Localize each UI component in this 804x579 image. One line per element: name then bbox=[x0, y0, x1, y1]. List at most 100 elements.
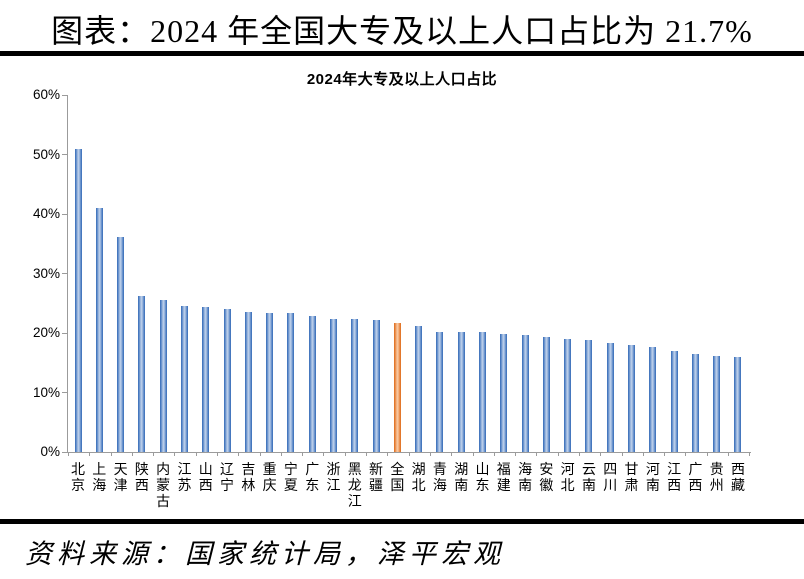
bar bbox=[649, 346, 657, 452]
x-axis-label: 广西 bbox=[688, 461, 703, 494]
bar bbox=[415, 325, 423, 452]
x-axis-tick bbox=[642, 452, 644, 456]
x-axis-label: 山东 bbox=[475, 461, 490, 494]
x-axis-tick bbox=[387, 452, 389, 456]
x-axis-tick bbox=[664, 452, 666, 456]
bottom-divider-rule bbox=[0, 519, 804, 524]
bar bbox=[734, 356, 742, 452]
x-axis-tick bbox=[749, 452, 751, 456]
x-axis-label: 海南 bbox=[518, 461, 533, 494]
x-axis-tick bbox=[110, 452, 112, 456]
bar bbox=[159, 299, 167, 452]
x-axis-tick bbox=[408, 452, 410, 456]
bar bbox=[74, 148, 82, 452]
x-axis-tick bbox=[493, 452, 495, 456]
x-axis-tick bbox=[578, 452, 580, 456]
bar-national-highlight bbox=[393, 322, 401, 452]
bar bbox=[266, 312, 274, 452]
x-axis-tick bbox=[153, 452, 155, 456]
page-title: 图表：2024 年全国大专及以上人口占比为 21.7% bbox=[51, 13, 753, 49]
bar bbox=[372, 319, 380, 452]
bar bbox=[138, 296, 146, 452]
x-axis-tick bbox=[131, 452, 133, 456]
x-axis-label: 江西 bbox=[667, 461, 682, 494]
y-axis-label: 50% bbox=[32, 146, 60, 162]
y-axis-label: 40% bbox=[32, 206, 60, 221]
x-axis-label: 湖南 bbox=[454, 461, 469, 494]
x-axis-tick bbox=[238, 452, 240, 456]
x-axis-label: 天津 bbox=[113, 461, 128, 494]
x-axis-label: 湖北 bbox=[411, 461, 426, 494]
x-axis-label: 浙江 bbox=[326, 461, 341, 494]
bar bbox=[500, 334, 508, 452]
x-axis-label: 四川 bbox=[603, 461, 618, 494]
x-axis-tick bbox=[302, 452, 304, 456]
x-axis-tick bbox=[515, 452, 517, 456]
x-axis-label: 重庆 bbox=[262, 461, 277, 494]
x-axis-label: 宁夏 bbox=[283, 461, 298, 494]
x-axis-label: 山西 bbox=[198, 461, 213, 494]
x-axis-label: 上海 bbox=[92, 461, 107, 494]
x-axis-label: 内蒙古 bbox=[156, 461, 171, 510]
x-axis-tick bbox=[323, 452, 325, 456]
bar bbox=[521, 334, 529, 452]
x-axis-label: 贵州 bbox=[709, 461, 724, 494]
x-axis-tick bbox=[68, 452, 69, 456]
x-axis-tick bbox=[451, 452, 453, 456]
top-divider-rule bbox=[0, 51, 804, 56]
bar bbox=[223, 309, 231, 452]
x-axis-label: 辽宁 bbox=[220, 461, 235, 494]
x-axis-label: 青海 bbox=[432, 461, 447, 494]
bar bbox=[479, 332, 486, 452]
bar bbox=[606, 342, 614, 452]
bar bbox=[564, 338, 572, 452]
x-axis-label: 吉林 bbox=[241, 461, 256, 494]
bar bbox=[542, 336, 550, 452]
x-axis-tick bbox=[706, 452, 708, 456]
y-axis-tick bbox=[62, 452, 68, 453]
y-axis-label: 60% bbox=[32, 87, 60, 102]
chart-title: 2024年大专及以上人口占比 bbox=[306, 71, 498, 88]
bar bbox=[95, 208, 103, 452]
x-axis-tick bbox=[195, 452, 197, 456]
y-axis-tick bbox=[62, 213, 68, 215]
x-axis-label: 新疆 bbox=[369, 461, 384, 494]
bar bbox=[202, 306, 210, 452]
bar bbox=[436, 331, 444, 452]
x-axis-label: 黑龙江 bbox=[347, 461, 362, 510]
x-axis-tick bbox=[472, 452, 474, 456]
bar bbox=[287, 313, 295, 452]
bar bbox=[457, 331, 465, 452]
bar bbox=[117, 236, 125, 452]
bar bbox=[713, 356, 721, 452]
x-axis-tick bbox=[621, 452, 623, 456]
bar bbox=[244, 311, 252, 452]
y-axis-tick bbox=[62, 273, 68, 274]
y-axis-tick bbox=[62, 392, 68, 393]
x-axis-label: 甘肃 bbox=[624, 461, 639, 494]
x-axis-label: 北京 bbox=[71, 461, 85, 494]
x-axis-tick bbox=[600, 452, 602, 456]
x-axis-label: 陕西 bbox=[134, 461, 149, 494]
bar bbox=[691, 353, 699, 452]
x-axis-label: 福建 bbox=[496, 461, 511, 494]
x-axis-label: 河南 bbox=[645, 461, 660, 494]
bar bbox=[180, 305, 188, 452]
x-axis-label: 西藏 bbox=[730, 461, 745, 494]
x-axis-label: 江苏 bbox=[177, 461, 192, 494]
x-axis-label: 安徽 bbox=[539, 461, 554, 494]
bar bbox=[628, 344, 636, 452]
x-axis-tick bbox=[429, 452, 431, 456]
bar bbox=[670, 351, 678, 452]
x-axis-tick bbox=[89, 452, 91, 456]
x-axis-label: 全国 bbox=[390, 461, 405, 494]
x-axis-tick bbox=[557, 452, 559, 456]
y-axis-label: 0% bbox=[40, 444, 60, 459]
x-axis-tick bbox=[344, 452, 346, 456]
x-axis-tick bbox=[217, 452, 219, 456]
x-axis-label: 河北 bbox=[560, 461, 575, 494]
y-axis-tick bbox=[62, 154, 68, 155]
bar bbox=[329, 318, 337, 452]
x-axis-label: 广东 bbox=[305, 461, 320, 494]
